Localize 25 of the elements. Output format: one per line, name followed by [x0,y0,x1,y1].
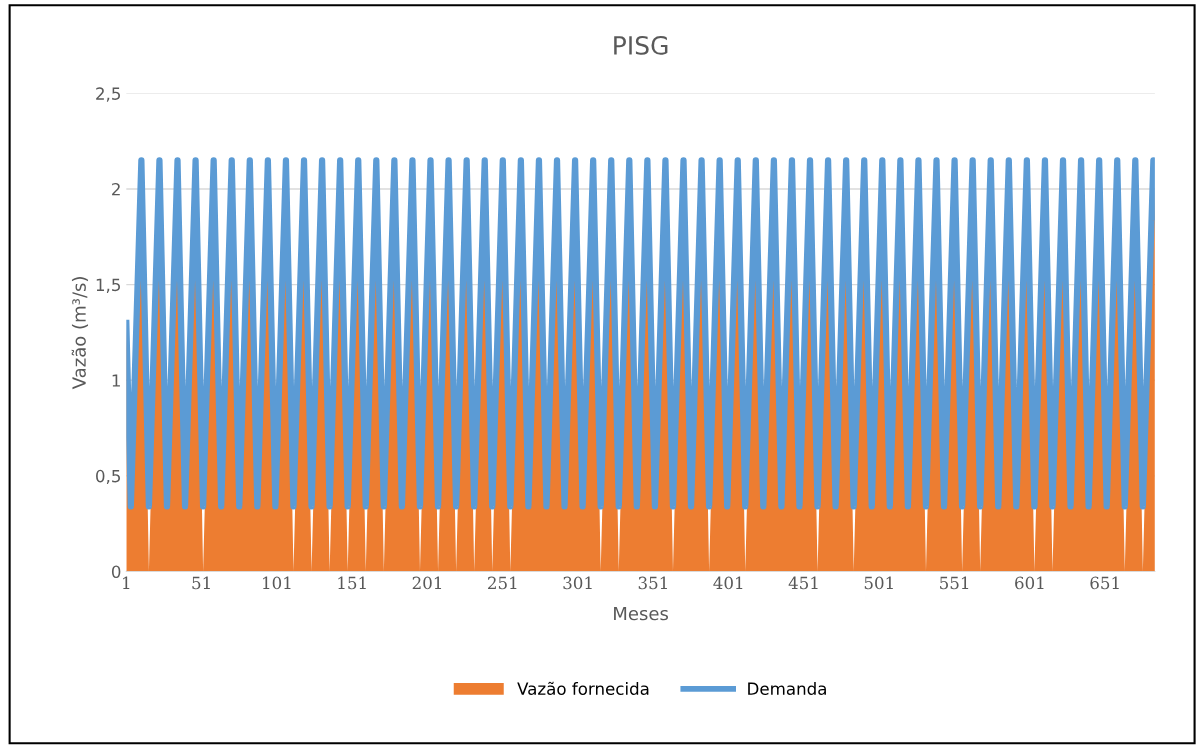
x-tick-label: 301 [563,576,592,590]
y-tick-label: 1,5 [96,278,120,293]
x-tick-label: 51 [192,576,210,590]
x-tick-label: 601 [1015,576,1044,590]
y-axis-title: Vazão (m³/s) [71,277,89,390]
y-tick-label: 0,5 [96,469,120,485]
legend-label: Vazão fornecida [517,681,649,695]
x-tick-label: 501 [864,576,893,590]
x-tick-label: 251 [488,576,517,590]
y-tick-label: 1 [112,374,120,387]
y-tick-label: 2 [112,182,120,196]
x-tick-label: 1 [123,576,130,589]
legend-label: Demanda [748,682,826,695]
x-tick-label: 351 [638,576,667,590]
x-tick-label: 651 [1090,576,1119,590]
x-tick-label: 101 [263,576,291,590]
y-tick-label: 2,5 [96,87,120,102]
y-tick-label: 0 [111,565,121,579]
x-axis-title: Meses [614,606,669,621]
x-tick-label: 551 [940,576,969,590]
x-tick-label: 401 [713,576,743,590]
x-tick-label: 201 [412,576,442,590]
chart-title: PISG [614,35,668,55]
x-tick-label: 451 [788,576,818,590]
x-tick-label: 151 [338,576,366,590]
